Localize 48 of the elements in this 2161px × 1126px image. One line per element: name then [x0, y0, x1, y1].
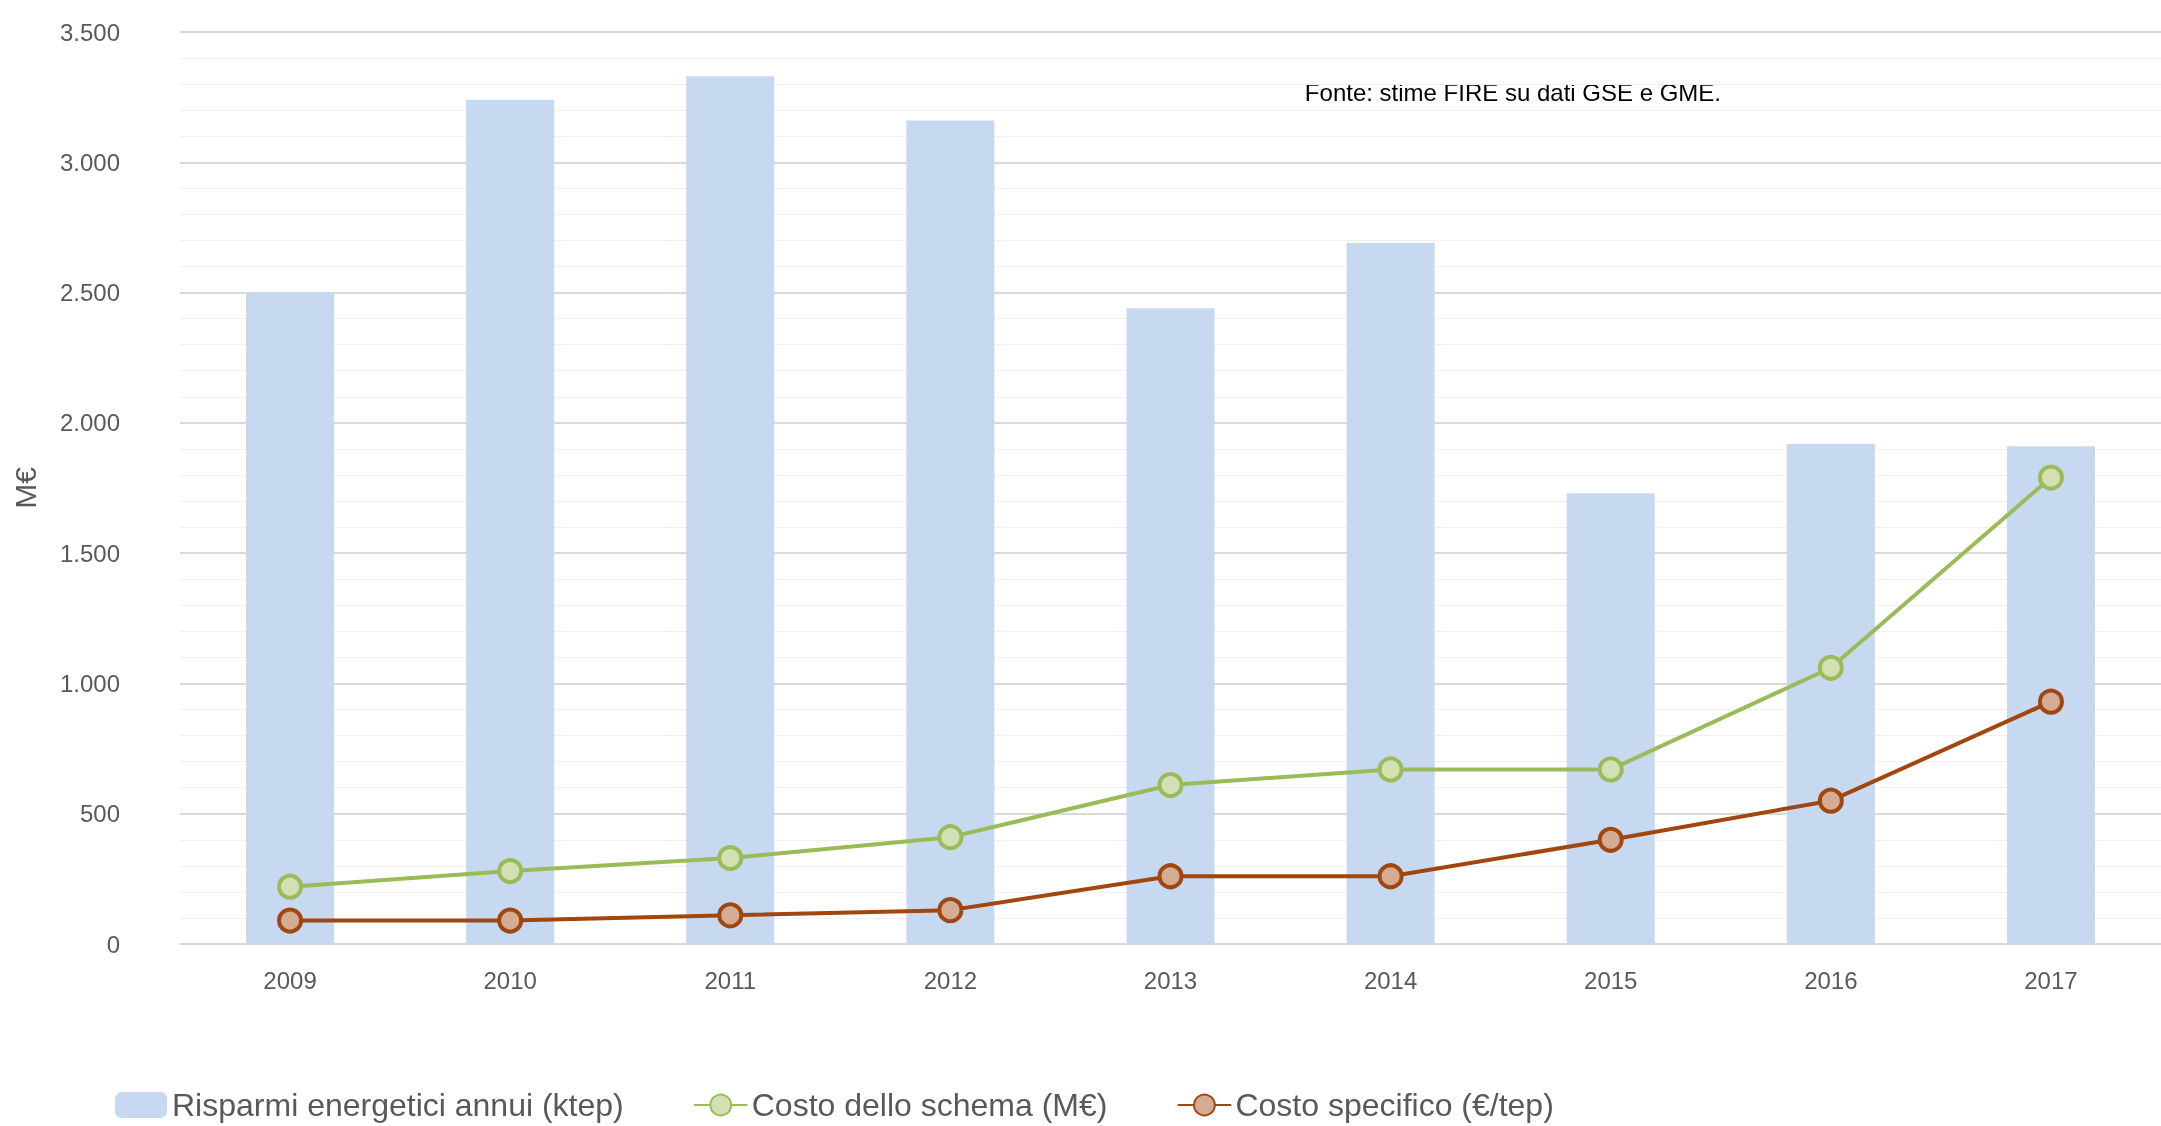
x-tick-label: 2015: [1584, 966, 1638, 994]
y-tick-label: 0: [106, 930, 120, 958]
point: [1817, 654, 1844, 681]
x-tick-label: 2016: [1804, 966, 1858, 994]
point: [717, 902, 744, 929]
bar: [466, 99, 555, 944]
legend-label: Costo dello schema (M€): [751, 1087, 1108, 1123]
point: [1157, 772, 1184, 799]
bar: [246, 292, 335, 944]
y-tick-label: 1.500: [59, 539, 120, 567]
x-tick-label: 2011: [704, 966, 757, 994]
point: [277, 873, 304, 900]
point: [497, 858, 524, 885]
x-tick-label: 2010: [483, 966, 537, 994]
bar: [1126, 308, 1215, 944]
bar: [1346, 243, 1435, 944]
y-tick-label: 3.000: [59, 148, 120, 176]
point: [1377, 863, 1404, 890]
point: [717, 845, 744, 872]
y-tick-label: 2.500: [59, 279, 120, 307]
bar: [1566, 493, 1655, 944]
point: [1817, 787, 1844, 814]
point: [937, 897, 964, 924]
point: [1597, 756, 1624, 783]
bar: [2006, 446, 2095, 944]
x-tick-label: 2012: [923, 966, 978, 994]
y-tick-label: 2.000: [59, 409, 120, 437]
legend-label: Costo specifico (€/tep): [1235, 1087, 1554, 1123]
y-tick-label: 500: [79, 800, 120, 828]
point: [497, 907, 524, 934]
point: [1377, 756, 1404, 783]
x-tick-label: 2017: [2024, 966, 2078, 994]
bar: [1786, 443, 1875, 944]
x-tick-label: 2013: [1143, 966, 1198, 994]
point: [937, 824, 964, 851]
x-tick-label: 2014: [1363, 966, 1418, 994]
point: [2037, 688, 2064, 715]
x-tick-label: 2009: [263, 966, 317, 994]
legend-label: Risparmi energetici annui (ktep): [172, 1087, 624, 1123]
point: [1157, 863, 1184, 890]
y-tick-label: 3.500: [59, 18, 120, 46]
bar: [686, 76, 775, 944]
point: [1597, 826, 1624, 853]
point: [277, 907, 304, 934]
y-tick-label: 1.000: [59, 669, 120, 697]
bar: [906, 120, 995, 944]
point: [2037, 464, 2064, 491]
y-axis-title: M€: [8, 466, 42, 509]
